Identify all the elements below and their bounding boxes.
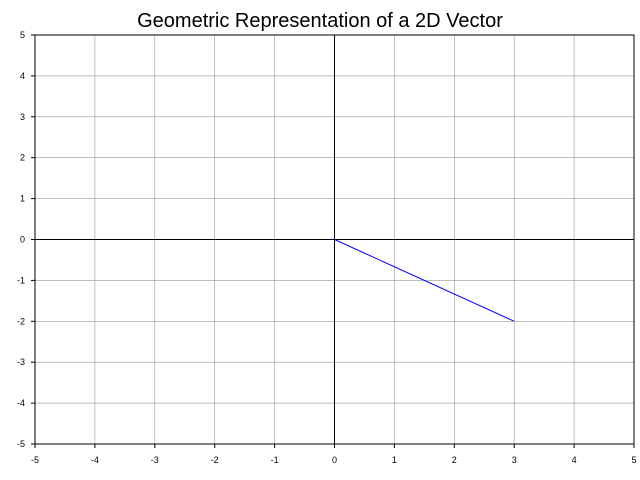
y-tick-label: 3 — [20, 112, 25, 122]
x-tick-label: -2 — [211, 455, 219, 465]
vector-line — [334, 239, 515, 322]
x-tick-label: 0 — [332, 455, 337, 465]
y-tick-label: -5 — [17, 439, 25, 449]
x-tick-labels: -5 -4 -3 -2 -1 0 1 2 3 4 5 — [31, 444, 637, 465]
x-tick-label: 2 — [452, 455, 457, 465]
y-tick-label: -2 — [17, 316, 25, 326]
x-tick-label: 1 — [392, 455, 397, 465]
x-tick-label: -3 — [151, 455, 159, 465]
y-tick-label: 5 — [20, 30, 25, 40]
y-tick-label: -4 — [17, 398, 25, 408]
x-tick-label: 5 — [631, 455, 636, 465]
x-tick-label: 4 — [572, 455, 577, 465]
y-tick-labels: 5 4 3 2 1 0 -1 -2 -3 -4 -5 — [17, 30, 35, 449]
y-tick-label: 0 — [20, 235, 25, 245]
y-tick-label: 2 — [20, 153, 25, 163]
y-tick-label: -3 — [17, 357, 25, 367]
x-tick-label: 3 — [512, 455, 517, 465]
series-layer — [334, 239, 515, 322]
x-tick-label: -4 — [91, 455, 99, 465]
chart-title: Geometric Representation of a 2D Vector — [137, 10, 503, 32]
y-tick-label: -1 — [17, 275, 25, 285]
y-tick-label: 1 — [20, 194, 25, 204]
x-tick-label: -5 — [31, 455, 39, 465]
y-tick-label: 4 — [20, 71, 25, 81]
x-tick-label: -1 — [271, 455, 279, 465]
